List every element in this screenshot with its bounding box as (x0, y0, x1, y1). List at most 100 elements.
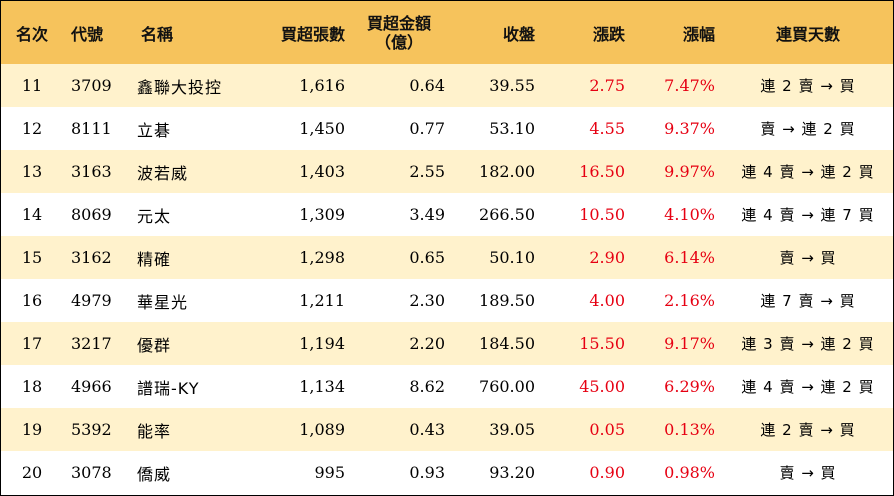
rank-cell: 17 (21, 334, 43, 353)
name-cell: 華星光 (137, 292, 189, 312)
table-row: 19 5392 能率 1,089 0.43 39.05 0.05 0.13% 連… (1, 408, 893, 451)
name-cell: 鑫聯大投控 (137, 77, 223, 97)
streak-cell: 連 4 賣 → 連 2 買 (741, 378, 875, 396)
close-cell: 39.05 (489, 420, 535, 439)
change-cell: 2.75 (589, 76, 625, 95)
table-row: 15 3162 精確 1,298 0.65 50.10 2.90 6.14% 賣… (1, 236, 893, 279)
table-row: 18 4966 譜瑞-KY 1,134 8.62 760.00 45.00 6.… (1, 365, 893, 408)
name-cell: 能率 (137, 421, 172, 441)
pct-cell: 4.10% (664, 205, 715, 224)
amount-cell: 0.64 (409, 76, 445, 95)
code-cell: 3217 (71, 334, 112, 353)
header-code: 代號 (71, 24, 104, 44)
close-cell: 39.55 (489, 76, 535, 95)
change-cell: 15.50 (579, 334, 625, 353)
code-cell: 3162 (71, 248, 112, 267)
table-row: 17 3217 優群 1,194 2.20 184.50 15.50 9.17%… (1, 322, 893, 365)
amount-cell: 2.55 (409, 162, 445, 181)
rank-cell: 14 (21, 205, 43, 224)
amount-cell: 2.30 (409, 291, 445, 310)
close-cell: 182.00 (479, 162, 535, 181)
code-cell: 3709 (71, 76, 112, 95)
header-amount-line1: 買超金額 (366, 13, 431, 33)
name-cell: 波若威 (137, 163, 189, 183)
header-close: 收盤 (502, 24, 535, 44)
header-amount: 買超金額 （億） (353, 1, 453, 64)
pct-cell: 9.97% (664, 162, 715, 181)
rank-cell: 12 (21, 119, 43, 138)
header-amount-line2: （億） (374, 32, 423, 52)
rank-cell: 16 (21, 291, 43, 310)
close-cell: 53.10 (489, 119, 535, 138)
streak-cell: 賣 → 買 (779, 249, 837, 267)
rank-cell: 19 (21, 420, 43, 439)
rank-cell: 15 (21, 248, 43, 267)
close-cell: 189.50 (479, 291, 535, 310)
streak-cell: 連 4 賣 → 連 2 買 (741, 163, 875, 181)
pct-cell: 0.98% (664, 463, 715, 482)
net-lots-cell: 1,616 (299, 76, 345, 95)
table-row: 14 8069 元太 1,309 3.49 266.50 10.50 4.10%… (1, 193, 893, 236)
header-row: 名次 代號 名稱 買超張數 買超金額 （億） 收盤 漲跌 漲幅 連買天數 (1, 1, 893, 64)
rank-cell: 13 (21, 162, 43, 181)
net-lots-cell: 1,089 (299, 420, 345, 439)
code-cell: 8111 (71, 119, 112, 138)
rank-cell: 11 (21, 76, 43, 95)
code-cell: 3078 (71, 463, 112, 482)
streak-cell: 賣 → 連 2 買 (760, 120, 856, 138)
table-body: 11 3709 鑫聯大投控 1,616 0.64 39.55 2.75 7.47… (1, 64, 893, 494)
net-lots-cell: 1,309 (299, 205, 345, 224)
table-row: 20 3078 僑威 995 0.93 93.20 0.90 0.98% 賣 →… (1, 451, 893, 494)
net-lots-cell: 1,450 (299, 119, 345, 138)
header-pct: 漲幅 (682, 24, 715, 44)
pct-cell: 9.37% (664, 119, 715, 138)
code-cell: 3163 (71, 162, 112, 181)
name-cell: 立碁 (137, 120, 172, 140)
change-cell: 4.55 (589, 119, 625, 138)
amount-cell: 0.43 (409, 420, 445, 439)
header-rank: 名次 (15, 24, 48, 44)
streak-cell: 連 7 賣 → 買 (760, 292, 856, 310)
change-cell: 0.05 (589, 420, 625, 439)
pct-cell: 6.14% (664, 248, 715, 267)
streak-cell: 連 4 賣 → 連 7 買 (741, 206, 875, 224)
rank-cell: 18 (21, 377, 43, 396)
table-row: 12 8111 立碁 1,450 0.77 53.10 4.55 9.37% 賣… (1, 107, 893, 150)
net-lots-cell: 1,194 (299, 334, 345, 353)
name-cell: 精確 (137, 249, 172, 269)
pct-cell: 9.17% (664, 334, 715, 353)
amount-cell: 0.65 (409, 248, 445, 267)
pct-cell: 0.13% (664, 420, 715, 439)
header-change: 漲跌 (592, 24, 625, 44)
close-cell: 266.50 (479, 205, 535, 224)
net-lots-cell: 1,211 (299, 291, 345, 310)
net-lots-cell: 995 (314, 463, 345, 482)
amount-cell: 3.49 (409, 205, 445, 224)
streak-cell: 連 3 賣 → 連 2 買 (741, 335, 875, 353)
amount-cell: 8.62 (409, 377, 445, 396)
name-cell: 優群 (137, 335, 172, 355)
streak-cell: 連 2 賣 → 買 (760, 421, 856, 439)
change-cell: 16.50 (579, 162, 625, 181)
pct-cell: 7.47% (664, 76, 715, 95)
amount-cell: 2.20 (409, 334, 445, 353)
pct-cell: 2.16% (664, 291, 715, 310)
pct-cell: 6.29% (664, 377, 715, 396)
net-lots-cell: 1,298 (299, 248, 345, 267)
table-row: 13 3163 波若威 1,403 2.55 182.00 16.50 9.97… (1, 150, 893, 193)
close-cell: 184.50 (479, 334, 535, 353)
change-cell: 2.90 (589, 248, 625, 267)
code-cell: 5392 (71, 420, 112, 439)
code-cell: 8069 (71, 205, 112, 224)
change-cell: 10.50 (579, 205, 625, 224)
header-net-lots: 買超張數 (280, 24, 345, 44)
name-cell: 僑威 (137, 464, 172, 484)
change-cell: 4.00 (589, 291, 625, 310)
header-streak: 連買天數 (775, 24, 840, 44)
close-cell: 760.00 (479, 377, 535, 396)
header-name: 名稱 (141, 24, 174, 44)
rank-cell: 20 (21, 463, 43, 482)
amount-cell: 0.77 (409, 119, 445, 138)
close-cell: 93.20 (489, 463, 535, 482)
